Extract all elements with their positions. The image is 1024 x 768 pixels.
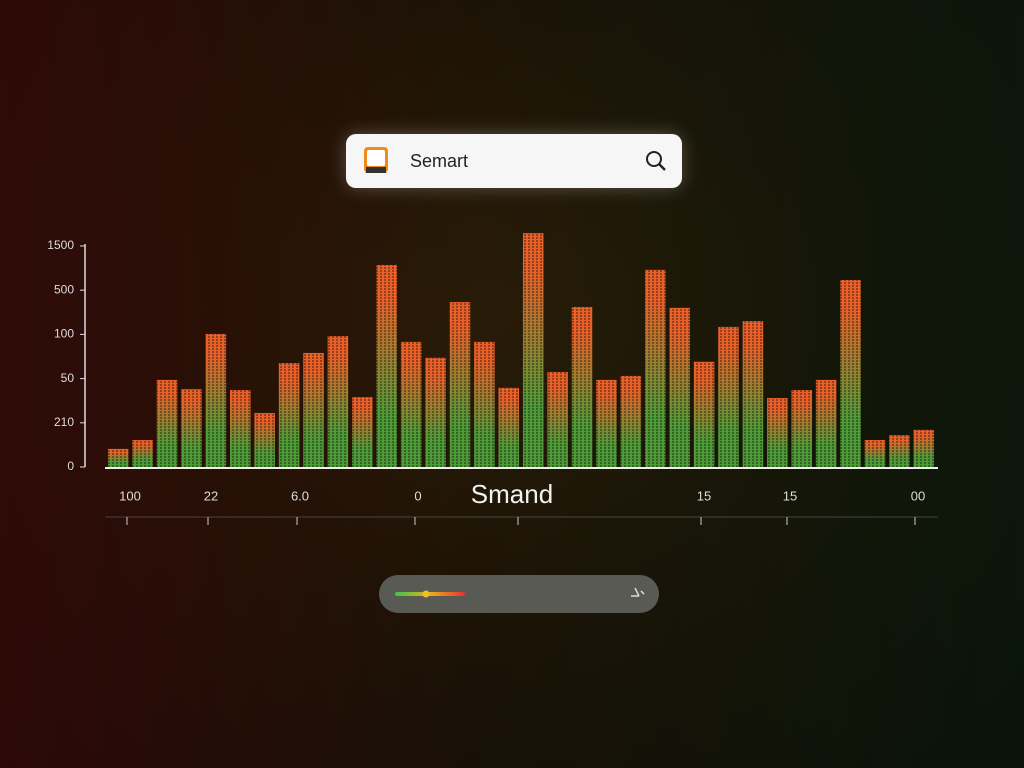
bar-texture	[571, 306, 593, 467]
bar-texture	[620, 375, 642, 467]
bar-texture	[303, 352, 324, 467]
bar-texture	[156, 379, 178, 467]
bar-texture	[718, 326, 739, 467]
bar-texture	[107, 448, 129, 467]
bar-texture	[840, 280, 861, 467]
slider-track	[395, 587, 645, 598]
bar-texture	[474, 341, 495, 467]
x-label: 15	[783, 488, 797, 503]
y-tick-label: 100	[54, 327, 74, 341]
search-query: Semart	[410, 151, 469, 171]
x-label: 22	[204, 488, 218, 503]
y-tick-label: 500	[54, 282, 74, 296]
bar-texture	[913, 429, 935, 467]
bar-texture	[693, 361, 715, 467]
bar-texture	[181, 389, 202, 467]
bar-texture	[327, 336, 349, 467]
y-tick-label: 210	[54, 415, 74, 429]
bar-texture	[400, 341, 422, 467]
bar-texture	[645, 269, 666, 467]
y-tick-label: 0	[67, 459, 74, 473]
bar-texture	[449, 302, 471, 467]
bar-texture	[425, 357, 446, 467]
bar-texture	[864, 440, 886, 467]
x-label: 100	[119, 488, 141, 503]
bar-texture	[596, 379, 617, 467]
bar-texture	[352, 397, 373, 467]
bar-texture	[254, 413, 275, 467]
bar-texture	[547, 371, 568, 467]
y-tick-label: 50	[61, 371, 75, 385]
x-label: 00	[911, 488, 925, 503]
bar-texture	[278, 363, 300, 467]
x-label: 6.0	[291, 488, 309, 503]
x-label: 0	[414, 488, 421, 503]
bar-texture	[132, 440, 153, 467]
bar-texture	[522, 233, 544, 467]
bar-texture	[205, 333, 227, 467]
search-icon[interactable]	[644, 149, 668, 173]
y-tick-label: 1500	[47, 238, 74, 252]
app-icon	[364, 147, 388, 173]
bar-texture	[815, 379, 837, 467]
slider[interactable]	[379, 575, 659, 613]
bar-texture	[498, 387, 520, 467]
x-label: 15	[697, 488, 711, 503]
bar-texture	[742, 321, 764, 467]
search-bar[interactable]: Semart	[346, 134, 682, 188]
bar-texture	[669, 307, 690, 467]
bar-texture	[889, 435, 910, 467]
bar-texture	[376, 264, 397, 467]
bar-texture	[767, 398, 788, 467]
bar-texture	[230, 390, 251, 467]
bar-texture	[791, 390, 812, 467]
chart-title: Smand	[471, 479, 553, 509]
